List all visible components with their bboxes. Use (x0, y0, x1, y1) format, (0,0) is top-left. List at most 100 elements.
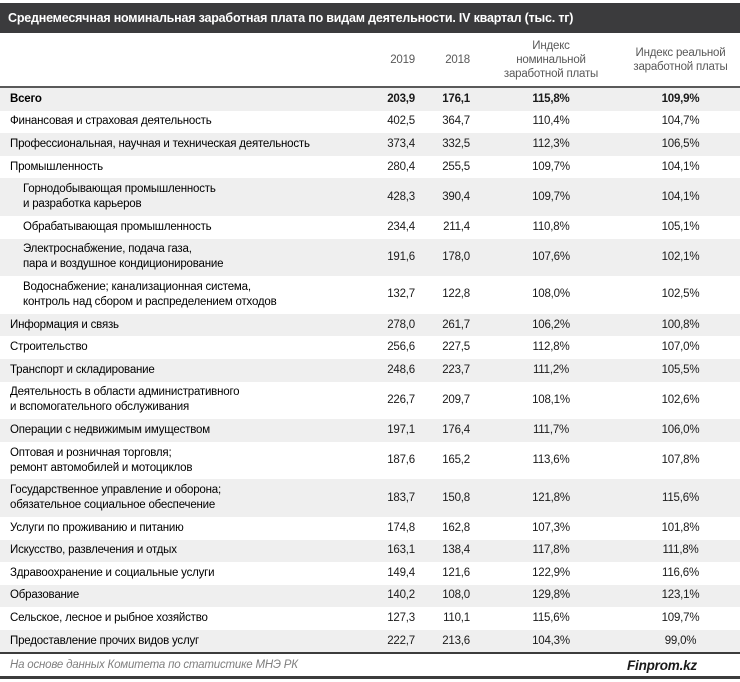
table-row: Транспорт и складирование 248,6 223,7 11… (0, 358, 740, 382)
real-index-value: 109,7% (661, 612, 700, 625)
real-index-value: 101,8% (661, 521, 700, 534)
value-2018: 138,4 (442, 544, 470, 557)
column-header-2018: 2018 (445, 53, 470, 66)
activity-label: Искусство, развлечения и отдых (10, 544, 177, 557)
value-2019: 203,9 (387, 92, 415, 105)
table-body: Всего 203,9 176,1 115,8% 109,9% Финансов… (0, 87, 740, 654)
real-index-value: 109,9% (661, 92, 700, 105)
table-row: Деятельность в области административного… (0, 381, 740, 420)
table-row: Предоставление прочих видов услуг 222,7 … (0, 629, 740, 654)
activity-label: Предоставление прочих видов услуг (10, 634, 200, 647)
table-row: Горнодобывающая промышленность и разрабо… (0, 178, 740, 216)
nominal-index-value: 104,3% (532, 634, 570, 647)
activity-label: Всего (10, 92, 42, 105)
table-row: Искусство, развлечения и отдых 163,1 138… (0, 539, 740, 563)
value-2018: 213,6 (442, 634, 470, 647)
source-note: На основе данных Комитета по статистике … (10, 659, 298, 672)
activity-label: Услуги по проживанию и питанию (10, 521, 184, 534)
activity-label: Деятельность в области административного… (10, 386, 240, 414)
activity-label: Финансовая и страховая деятельность (10, 115, 212, 128)
table-row: Обрабатывающая промышленность 234,4 211,… (0, 215, 740, 239)
real-index-value: 104,7% (661, 115, 700, 128)
activity-label: Здравоохранение и социальные услуги (10, 566, 215, 579)
nominal-index-value: 115,6% (532, 612, 570, 625)
value-2018: 122,8 (442, 288, 470, 301)
nominal-index-value: 129,8% (532, 589, 570, 602)
value-2018: 162,8 (442, 521, 470, 534)
column-header-nominal-index: Индекс номинальной заработной платы (503, 39, 599, 80)
table-row: Профессиональная, научная и техническая … (0, 133, 740, 156)
nominal-index-value: 111,2% (532, 363, 570, 376)
activity-label: Горнодобывающая промышленность и разрабо… (23, 183, 216, 211)
value-2019: 222,7 (387, 634, 415, 647)
activity-label: Образование (10, 589, 80, 602)
value-2019: 373,4 (387, 137, 415, 150)
real-index-value: 115,6% (662, 491, 699, 504)
activity-label: Водоснабжение; канализационная система, … (23, 280, 277, 308)
real-index-value: 104,1% (661, 190, 700, 203)
nominal-index-value: 110,8% (532, 220, 570, 233)
nominal-index-value: 110,4% (532, 115, 570, 128)
nominal-index-value: 117,8% (532, 544, 570, 557)
value-2019: 226,7 (387, 393, 415, 406)
activity-label: Информация и связь (10, 318, 119, 331)
real-index-value: 106,5% (661, 137, 700, 150)
page-title: Среднемесячная номинальная заработная пл… (8, 11, 574, 25)
nominal-index-value: 112,3% (532, 137, 570, 150)
value-2018: 390,4 (442, 190, 470, 203)
real-index-value: 102,5% (661, 288, 700, 301)
value-2019: 402,5 (387, 115, 415, 128)
value-2018: 223,7 (442, 363, 470, 376)
nominal-index-value: 109,7% (532, 190, 570, 203)
real-index-value: 99,0% (664, 634, 697, 647)
table-row: Строительство 256,6 227,5 112,8% 107,0% (0, 336, 740, 359)
value-2019: 191,6 (387, 250, 415, 263)
value-2018: 332,5 (442, 137, 470, 150)
footer: На основе данных Комитета по статистике … (0, 654, 740, 680)
value-2019: 127,3 (387, 612, 415, 625)
value-2018: 165,2 (442, 454, 470, 467)
real-index-value: 111,8% (662, 544, 699, 557)
real-index-value: 107,0% (661, 341, 700, 354)
activity-label: Операции с недвижимым имуществом (10, 423, 210, 436)
nominal-index-value: 122,9% (532, 566, 570, 579)
nominal-index-value: 115,8% (532, 92, 570, 105)
activity-label: Оптовая и розничная торговля; ремонт авт… (10, 446, 193, 474)
value-2018: 108,0 (442, 589, 470, 602)
activity-label: Обрабатывающая промышленность (23, 220, 212, 233)
value-2018: 110,1 (443, 612, 470, 625)
activity-label: Электроснабжение, подача газа, пара и во… (23, 243, 224, 271)
activity-label: Промышленность (10, 160, 103, 173)
real-index-value: 105,5% (661, 363, 700, 376)
table-row: Услуги по проживанию и питанию 174,8 162… (0, 516, 740, 540)
value-2019: 149,4 (387, 566, 415, 579)
value-2019: 256,6 (387, 341, 415, 354)
column-header-2019: 2019 (390, 53, 415, 66)
value-2018: 176,1 (442, 92, 470, 105)
table-row: Операции с недвижимым имуществом 197,1 1… (0, 419, 740, 442)
value-2018: 261,7 (442, 318, 470, 331)
table-row: Сельское, лесное и рыбное хозяйство 127,… (0, 607, 740, 630)
table-row: Водоснабжение; канализационная система, … (0, 276, 740, 314)
nominal-index-value: 107,3% (532, 521, 570, 534)
nominal-index-value: 108,1% (532, 393, 570, 406)
value-2019: 140,2 (387, 589, 415, 602)
table-row: Финансовая и страховая деятельность 402,… (0, 110, 740, 134)
table-row: Оптовая и розничная торговля; ремонт авт… (0, 441, 740, 480)
real-index-value: 123,1% (661, 589, 700, 602)
value-2018: 176,4 (442, 423, 470, 436)
value-2019: 234,4 (387, 220, 415, 233)
value-2018: 364,7 (442, 115, 470, 128)
value-2019: 248,6 (387, 363, 415, 376)
value-2019: 174,8 (387, 521, 415, 534)
value-2018: 209,7 (442, 393, 470, 406)
value-2019: 197,1 (387, 423, 415, 436)
value-2019: 278,0 (387, 318, 415, 331)
table-row: Здравоохранение и социальные услуги 149,… (0, 562, 740, 585)
real-index-value: 100,8% (661, 318, 700, 331)
value-2018: 211,4 (443, 220, 470, 233)
title-bar: Среднемесячная номинальная заработная пл… (0, 3, 740, 33)
value-2018: 255,5 (442, 160, 470, 173)
value-2019: 132,7 (387, 288, 415, 301)
